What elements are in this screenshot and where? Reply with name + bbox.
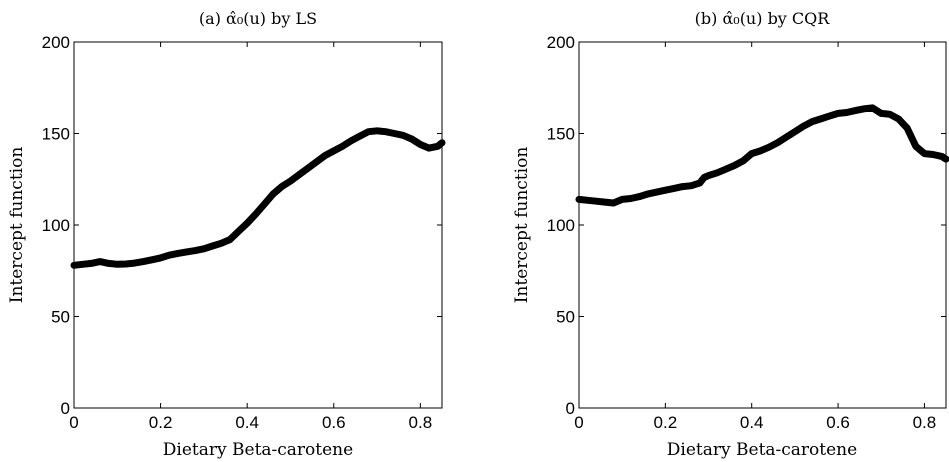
x-tick-label: 0 (69, 413, 78, 432)
series-group (70, 127, 446, 269)
chart-a: (a) α̂₀(u) by LS Dietary Beta-carotene I… (7, 9, 446, 460)
plot-frame (578, 41, 947, 409)
chart-title: (b) α̂₀(u) by CQR (695, 9, 831, 28)
y-tick-label: 100 (547, 216, 575, 235)
chart-title: (a) α̂₀(u) by LS (199, 9, 317, 28)
plot-frame (73, 41, 443, 409)
y-tick-label: 50 (556, 308, 575, 327)
axis-ticks: 0 0.2 0.4 0.6 0.8 0 50 100 150 200 (547, 33, 946, 432)
x-tick-label: 0.2 (654, 413, 678, 432)
x-tick-label: 0.4 (740, 413, 764, 432)
chart-b: (b) α̂₀(u) by CQR Dietary Beta-carotene … (512, 9, 949, 460)
series-group (575, 104, 949, 207)
x-tick-label: 0.6 (826, 413, 850, 432)
x-tick-label: 0.6 (322, 413, 346, 432)
series-line (575, 104, 949, 207)
y-tick-label: 100 (42, 216, 70, 235)
y-axis-label: Intercept function (7, 147, 27, 304)
x-axis-label: Dietary Beta-carotene (163, 440, 353, 460)
axis-ticks: 0 0.2 0.4 0.6 0.8 0 50 100 150 200 (42, 33, 442, 432)
series-line (70, 127, 446, 269)
x-tick-label: 0.4 (235, 413, 259, 432)
y-tick-label: 50 (51, 308, 70, 327)
y-tick-label: 0 (566, 399, 575, 418)
x-tick-label: 0.8 (409, 413, 433, 432)
x-tick-label: 0 (574, 413, 583, 432)
x-tick-label: 0.2 (149, 413, 173, 432)
x-axis-label: Dietary Beta-carotene (667, 440, 857, 460)
y-tick-label: 0 (61, 399, 70, 418)
y-tick-label: 200 (42, 33, 70, 52)
y-tick-label: 200 (547, 33, 575, 52)
y-axis-label: Intercept function (512, 147, 532, 304)
y-tick-label: 150 (547, 125, 575, 144)
y-tick-label: 150 (42, 125, 70, 144)
x-tick-label: 0.8 (913, 413, 937, 432)
